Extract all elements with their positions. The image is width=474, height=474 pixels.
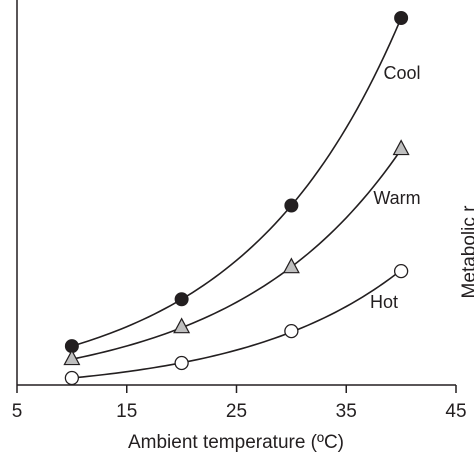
curve-warm <box>71 149 402 360</box>
x-tick-label: 35 <box>336 401 357 422</box>
x-ticks: 5 15 25 35 45 <box>12 385 467 422</box>
point-cool <box>284 198 299 213</box>
series-label-hot: Hot <box>370 292 398 312</box>
point-hot <box>284 323 299 339</box>
x-axis-title: Ambient temperature (ºC) <box>128 432 344 453</box>
x-tick-label: 45 <box>445 401 466 422</box>
x-tick-label: 5 <box>12 401 23 422</box>
point-warm <box>392 139 410 156</box>
point-warm <box>173 317 191 334</box>
right-axis-label-fragment: Metabolic r <box>459 205 474 299</box>
point-warm <box>282 257 300 274</box>
curve-hot <box>71 269 402 379</box>
x-tick-label: 25 <box>226 401 247 422</box>
point-hot <box>174 355 189 371</box>
curve-cool <box>71 17 402 347</box>
point-cool <box>174 292 189 307</box>
point-hot <box>64 370 80 386</box>
series-labels: Cool Warm Hot <box>370 63 421 312</box>
series-label-cool: Cool <box>383 63 420 83</box>
series-curves <box>71 17 402 379</box>
series-markers <box>63 11 410 386</box>
x-tick-label: 15 <box>116 401 137 422</box>
point-hot <box>393 263 409 279</box>
point-warm <box>63 349 81 366</box>
series-label-warm: Warm <box>373 188 420 208</box>
point-cool <box>394 11 409 25</box>
